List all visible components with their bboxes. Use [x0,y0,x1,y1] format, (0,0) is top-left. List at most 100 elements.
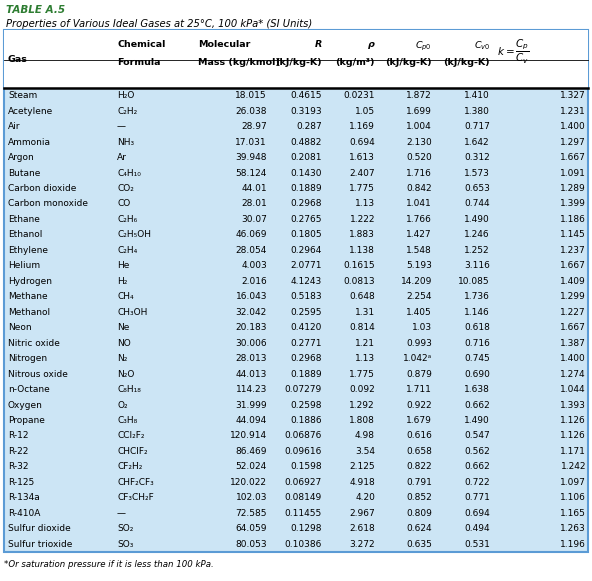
Text: 1.711: 1.711 [406,385,432,394]
Text: 2.125: 2.125 [349,462,375,471]
Text: 1.21: 1.21 [355,339,375,347]
Text: 1.03: 1.03 [412,323,432,332]
Text: 1.297: 1.297 [560,138,586,146]
Text: C₂H₆: C₂H₆ [117,215,137,224]
Text: 3.272: 3.272 [349,540,375,549]
Text: 1.171: 1.171 [560,447,586,456]
Text: 0.791: 0.791 [406,478,432,487]
Text: 0.1805: 0.1805 [290,231,322,239]
Text: 1.716: 1.716 [406,168,432,178]
Text: 28.054: 28.054 [236,246,267,255]
Text: (kJ/kg-K): (kJ/kg-K) [443,58,490,67]
Text: 1.883: 1.883 [349,231,375,239]
Text: Ethanol: Ethanol [8,231,43,239]
Text: 0.531: 0.531 [464,540,490,549]
Text: Ar: Ar [117,153,127,162]
Text: 1.679: 1.679 [406,416,432,425]
Text: 0.3193: 0.3193 [290,107,322,116]
Text: 1.292: 1.292 [349,400,375,410]
Text: NO: NO [117,339,131,347]
Text: 1.299: 1.299 [560,292,586,302]
Text: Butane: Butane [8,168,40,178]
Text: 44.013: 44.013 [236,370,267,379]
Text: TABLE A.5: TABLE A.5 [6,5,65,15]
Text: 4.20: 4.20 [355,493,375,503]
Text: n-Octane: n-Octane [8,385,50,394]
Text: 1.13: 1.13 [355,199,375,209]
Text: 44.094: 44.094 [236,416,267,425]
Text: 1.573: 1.573 [464,168,490,178]
Text: 1.400: 1.400 [560,122,586,131]
Text: $C_{v0}$: $C_{v0}$ [474,40,490,52]
Text: 0.0813: 0.0813 [343,277,375,286]
Text: Ammonia: Ammonia [8,138,51,146]
Text: SO₂: SO₂ [117,524,133,533]
Text: H₂: H₂ [117,277,127,286]
Text: N₂: N₂ [117,354,127,363]
Text: 1.667: 1.667 [560,261,586,270]
Text: 0.717: 0.717 [464,122,490,131]
Text: 0.662: 0.662 [464,462,490,471]
Text: Formula: Formula [117,58,160,67]
Text: 1.196: 1.196 [560,540,586,549]
Text: CH₄: CH₄ [117,292,134,302]
Text: 1.13: 1.13 [355,354,375,363]
Text: 46.069: 46.069 [236,231,267,239]
Text: C₂H₄: C₂H₄ [117,246,137,255]
Text: 1.736: 1.736 [464,292,490,302]
Text: NH₃: NH₃ [117,138,134,146]
Text: R-32: R-32 [8,462,28,471]
Text: Helium: Helium [8,261,40,270]
Text: Gas: Gas [8,55,28,63]
Text: 1.31: 1.31 [355,308,375,317]
Text: 0.852: 0.852 [406,493,432,503]
Text: 102.03: 102.03 [236,493,267,503]
Text: 114.23: 114.23 [236,385,267,394]
Text: CO₂: CO₂ [117,184,134,193]
Text: 1.186: 1.186 [560,215,586,224]
Text: 0.922: 0.922 [406,400,432,410]
Text: 72.585: 72.585 [236,509,267,518]
Text: (kJ/kg-K): (kJ/kg-K) [275,58,322,67]
Text: 1.263: 1.263 [560,524,586,533]
Text: 1.872: 1.872 [406,91,432,101]
Text: Carbon dioxide: Carbon dioxide [8,184,76,193]
Text: 2.0771: 2.0771 [291,261,322,270]
Text: 1.380: 1.380 [464,107,490,116]
Text: R-410A: R-410A [8,509,40,518]
Text: —: — [117,509,126,518]
Text: 1.766: 1.766 [406,215,432,224]
Text: 0.2595: 0.2595 [291,308,322,317]
Text: 0.07279: 0.07279 [285,385,322,394]
Text: C₂H₅OH: C₂H₅OH [117,231,151,239]
Text: C₄H₁₀: C₄H₁₀ [117,168,141,178]
Text: 1.165: 1.165 [560,509,586,518]
Text: 1.044: 1.044 [561,385,586,394]
Text: Hydrogen: Hydrogen [8,277,52,286]
Text: C₂H₂: C₂H₂ [117,107,137,116]
Text: 1.252: 1.252 [464,246,490,255]
Text: 0.744: 0.744 [464,199,490,209]
Text: 2.407: 2.407 [349,168,375,178]
Text: 0.287: 0.287 [296,122,322,131]
Text: 1.490: 1.490 [464,215,490,224]
Text: 0.5183: 0.5183 [290,292,322,302]
Text: C₈H₁₈: C₈H₁₈ [117,385,141,394]
Text: 1.400: 1.400 [560,354,586,363]
Text: 1.667: 1.667 [560,153,586,162]
Text: 0.1615: 0.1615 [343,261,375,270]
Text: 2.130: 2.130 [406,138,432,146]
Text: R: R [314,40,322,49]
Text: Sulfur trioxide: Sulfur trioxide [8,540,72,549]
Text: 0.1889: 0.1889 [290,184,322,193]
Text: 1.638: 1.638 [464,385,490,394]
Text: 4.918: 4.918 [349,478,375,487]
Text: Nitrous oxide: Nitrous oxide [8,370,68,379]
Text: Nitric oxide: Nitric oxide [8,339,60,347]
Text: 4.003: 4.003 [242,261,267,270]
Text: 1.427: 1.427 [406,231,432,239]
Text: R-134a: R-134a [8,493,40,503]
Text: CH₃OH: CH₃OH [117,308,147,317]
Text: He: He [117,261,130,270]
Text: 0.624: 0.624 [406,524,432,533]
